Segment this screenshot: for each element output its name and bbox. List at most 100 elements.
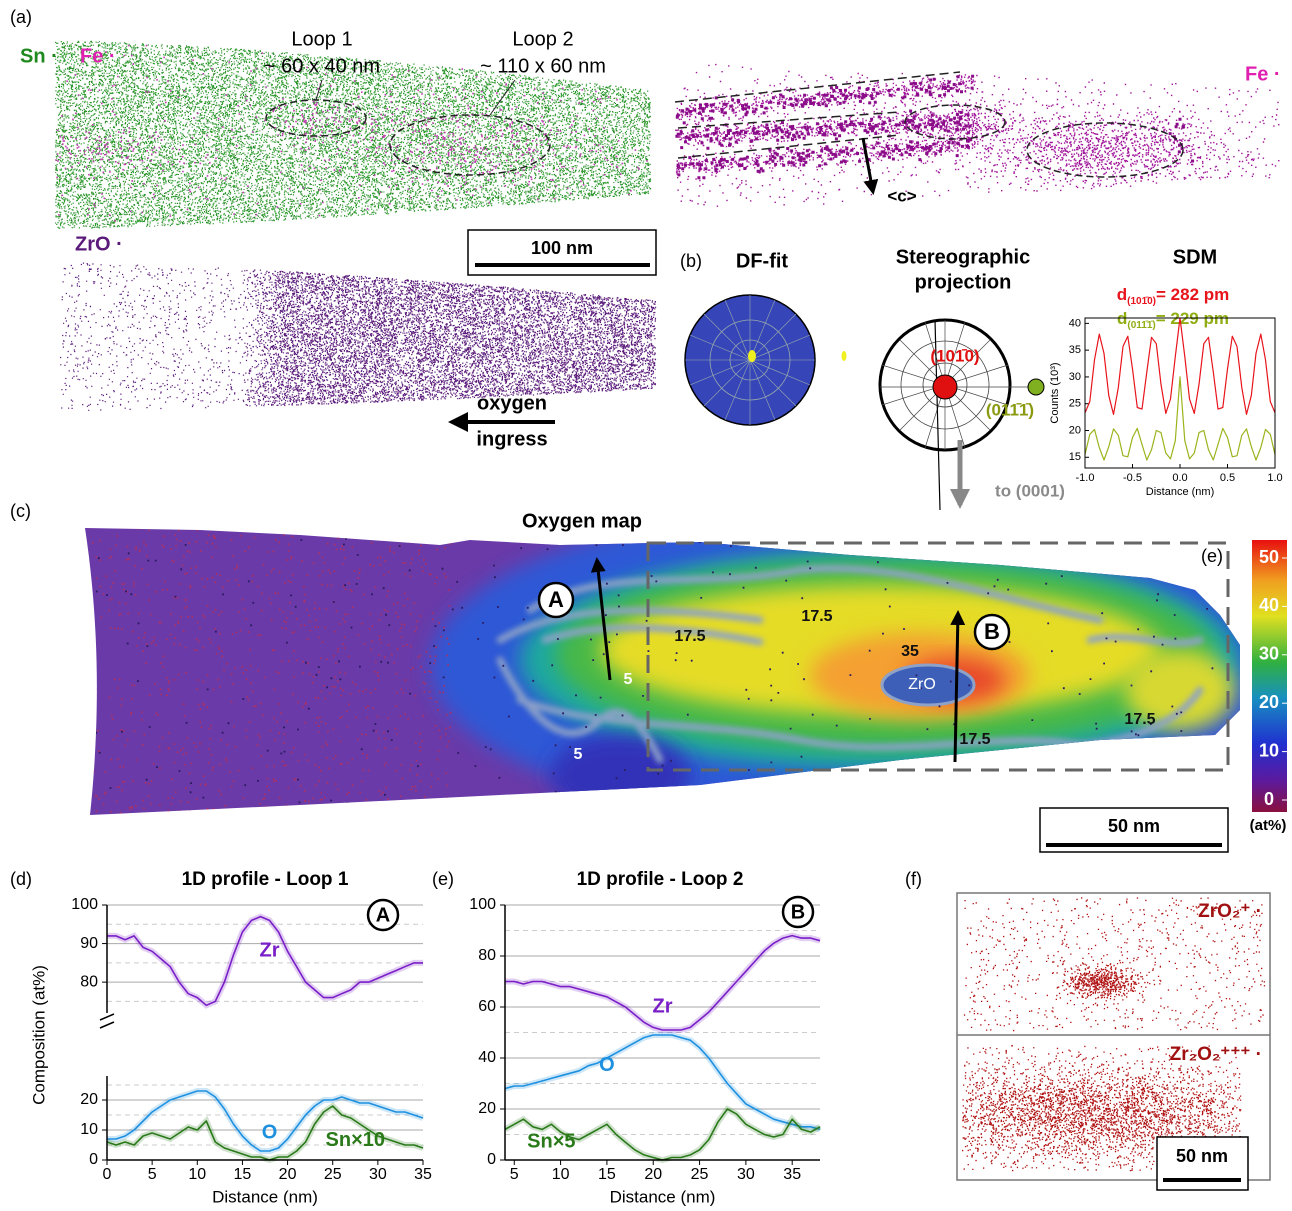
colorbar (1252, 540, 1287, 812)
x-tick-label: 20 (279, 1166, 297, 1183)
chart-title: SDM (1173, 246, 1217, 268)
x-tick-label: 1.0 (1267, 472, 1282, 484)
colorbar-label: 30 (1259, 644, 1279, 664)
series-line (505, 1035, 820, 1129)
d-index: (011̄1̄) (1127, 320, 1155, 331)
colorbar-unit: (at%) (1250, 817, 1287, 834)
y-axis-label: Counts (10³) (1049, 362, 1061, 423)
map-title: Oxygen map (522, 510, 642, 532)
species-label: Sn · (20, 45, 58, 67)
axis-break (100, 1014, 114, 1028)
inset-label: (e) (1201, 546, 1223, 566)
x-axis-label: Distance (nm) (1146, 486, 1214, 498)
x-tick-label: 0 (103, 1166, 112, 1183)
y-tick-label: 100 (469, 896, 496, 913)
panel-label: (c) (10, 501, 31, 521)
chart-title: 1D profile - Loop 2 (577, 869, 744, 890)
x-tick-label: 0.0 (1172, 472, 1187, 484)
colorbar-label: 20 (1259, 692, 1279, 712)
colorbar-label: 10 (1259, 740, 1279, 760)
ingress-label: oxygen (477, 392, 547, 414)
page: {"figure": { "panel_a": {"label": "(a)",… (0, 0, 1292, 1211)
panel-label: (d) (10, 869, 32, 889)
y-tick-label: 30 (1069, 371, 1081, 383)
colorbar-label: 40 (1259, 595, 1279, 615)
y-tick-label: 20 (80, 1091, 98, 1108)
x-tick-label: 10 (552, 1166, 570, 1183)
x-tick-label: 25 (324, 1166, 342, 1183)
x-tick-label: 35 (414, 1166, 432, 1183)
y-tick-label: 0 (487, 1151, 496, 1168)
c-axis-arrow (863, 138, 873, 192)
series-line (1085, 377, 1275, 460)
oxygen-map (80, 505, 1290, 825)
scale-label: 100 nm (531, 238, 593, 258)
marker-label: B (984, 619, 1000, 644)
ion-label: ZrO₂⁺ · (1198, 901, 1262, 922)
y-tick-label: 100 (71, 896, 98, 913)
marker-label: B (791, 901, 805, 923)
y-tick-label: 20 (1069, 424, 1081, 436)
plot-frame (1085, 318, 1275, 468)
df-fit-title: DF-fit (736, 250, 789, 272)
contour-label: 17.5 (674, 628, 705, 645)
y-tick-label: 20 (478, 1100, 496, 1117)
marker-label: A (376, 904, 390, 926)
series-label: Sn×5 (527, 1130, 575, 1152)
y-axis-label: Composition (at%) (29, 965, 48, 1105)
y-tick-label: 40 (478, 1049, 496, 1066)
x-axis-label: Distance (nm) (610, 1187, 716, 1206)
x-tick-label: 15 (234, 1166, 252, 1183)
y-tick-label: 10 (80, 1121, 98, 1138)
d-spacing: d(101̄0)= 282 pm (1117, 285, 1230, 306)
x-tick-label: 0.5 (1220, 472, 1235, 484)
panel-label: (f) (905, 869, 922, 889)
df-fit-plot (685, 295, 847, 425)
c-axis-label: <c> (887, 186, 916, 205)
stereo-title: projection (915, 271, 1012, 293)
species-label: ZrO · (75, 233, 123, 255)
series-label: O (262, 1121, 278, 1143)
x-axis-label: Distance (nm) (212, 1187, 318, 1206)
x-tick-label: 30 (369, 1166, 387, 1183)
x-tick-label: 15 (598, 1166, 616, 1183)
y-tick-label: 80 (80, 973, 98, 990)
x-tick-label: -1.0 (1076, 472, 1095, 484)
x-tick-label: 5 (148, 1166, 157, 1183)
y-tick-label: 80 (478, 947, 496, 964)
contour-label: 17.5 (1124, 711, 1155, 728)
species-label: Fe · (1245, 63, 1281, 85)
chart-title: 1D profile - Loop 1 (182, 869, 349, 890)
y-tick-label: 60 (478, 998, 496, 1015)
contour-label: 17.5 (801, 608, 832, 625)
colorbar-label: 0 (1264, 789, 1274, 809)
pole-label: (011̄1̄) (986, 400, 1034, 419)
x-tick-label: 30 (737, 1166, 755, 1183)
series-label: Zr (260, 940, 280, 962)
y-tick-label: 90 (80, 935, 98, 952)
panel-label: (b) (680, 251, 702, 271)
loop-size: ~ 60 x 40 nm (264, 55, 380, 77)
y-tick-label: 40 (1069, 317, 1081, 329)
error-band (505, 1035, 820, 1129)
y-tick-label: 35 (1069, 344, 1081, 356)
d-value: = 229 pm (1156, 309, 1229, 328)
y-tick-label: 0 (89, 1151, 98, 1168)
contour-label: 5 (624, 671, 633, 688)
scale-label: 50 nm (1108, 816, 1160, 836)
d-symbol: d (1117, 285, 1127, 304)
y-tick-label: 25 (1069, 398, 1081, 410)
colorbar-label: 50 (1259, 547, 1279, 567)
loop-name: Loop 2 (512, 28, 573, 50)
ion-label: Zr₂O₂⁺⁺⁺ · (1170, 1044, 1262, 1065)
species-label: Fe · (80, 45, 116, 67)
marker-label: A (548, 587, 564, 612)
pole-label: (101̄0) (930, 346, 979, 365)
d-symbol: d (1117, 309, 1127, 328)
x-tick-label: 20 (644, 1166, 662, 1183)
ingress-label: ingress (476, 428, 547, 450)
x-tick-label: 25 (691, 1166, 709, 1183)
x-tick-label: 5 (510, 1166, 519, 1183)
contour-label: 5 (574, 746, 583, 763)
d-index: (101̄0) (1127, 296, 1156, 307)
